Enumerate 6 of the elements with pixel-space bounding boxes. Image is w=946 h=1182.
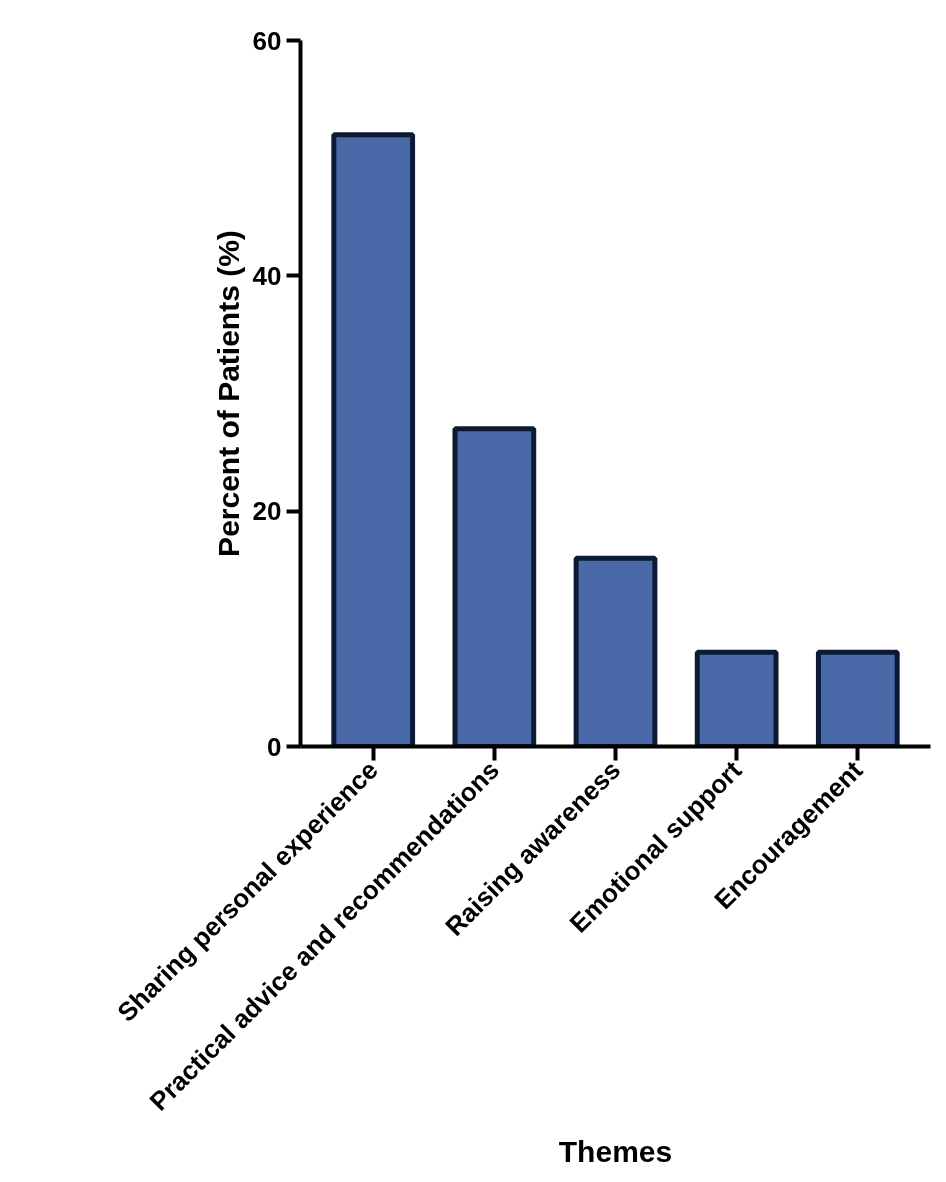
- y-tick-label: 0: [267, 731, 282, 762]
- y-tick-label: 40: [252, 260, 282, 291]
- x-axis-title: Themes: [558, 1134, 673, 1168]
- y-tick-label: 60: [252, 25, 282, 56]
- y-axis-title: Percent of Patients (%): [211, 230, 245, 557]
- y-tick-label: 20: [252, 496, 282, 527]
